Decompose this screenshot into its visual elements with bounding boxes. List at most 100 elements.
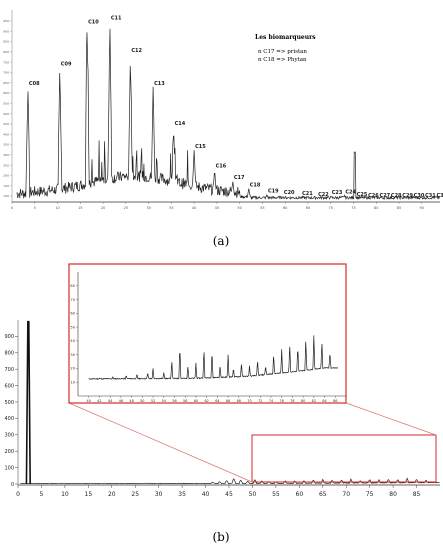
y-tick-label-a: 550 — [3, 102, 9, 106]
y-tick-label-b: 200 — [4, 449, 14, 455]
y-tick-label-a: 100 — [3, 194, 9, 198]
inset-x-tick-label: 82 — [312, 399, 316, 403]
x-tick-label-b: 55 — [272, 491, 280, 498]
solvent-peak — [25, 320, 31, 485]
inset-x-tick-label: 80 — [301, 399, 305, 403]
peak-label-c12: C12 — [131, 48, 142, 54]
inset-x-tick-label: 54 — [162, 399, 166, 403]
y-tick-label-b: 900 — [4, 334, 14, 340]
inset-x-tick-label: 52 — [151, 399, 155, 403]
peak-label-c16: C16 — [216, 163, 227, 169]
peak-label-c31: C31 — [425, 193, 436, 199]
y-tick-label-a: 500 — [3, 112, 9, 116]
x-tick-label-b: 20 — [108, 491, 116, 498]
y-tick-label-a: 600 — [3, 91, 9, 95]
y-tick-label-a: 350 — [3, 143, 9, 147]
x-tick-label-a: 80 — [374, 206, 378, 210]
peak-label-c14: C14 — [175, 121, 186, 127]
x-tick-label-a: 0 — [11, 206, 13, 210]
zoom-region-box — [251, 434, 437, 483]
x-tick-label-b: 75 — [366, 491, 374, 498]
peak-label-c28: C28 — [391, 193, 402, 199]
y-tick-label-a: 250 — [3, 163, 9, 167]
inset-x-tick-label: 60 — [194, 399, 198, 403]
x-tick-label-a: 60 — [283, 206, 287, 210]
y-tick-label-a: 450 — [3, 122, 9, 126]
x-tick-label-b: 30 — [155, 491, 163, 498]
caption-b: (b) — [212, 530, 229, 544]
x-tick-label-b: 80 — [389, 491, 397, 498]
x-tick-label-b: 15 — [85, 491, 93, 498]
caption-a: (a) — [213, 234, 230, 248]
y-tick-label-b: 700 — [4, 367, 14, 373]
inset-y-tick-label: 80 — [70, 284, 75, 288]
y-tick-label-a: 150 — [3, 184, 9, 188]
zoom-connector-right — [345, 402, 437, 436]
chromatogram-b: 0 100 200 300 400 500 600 700 800 900 0 5 10 15 20 25 3… — [4, 320, 440, 498]
x-tick-label-a: 50 — [237, 206, 241, 210]
x-tick-label-a: 15 — [78, 206, 82, 210]
inset-x-tick-label: 62 — [204, 399, 208, 403]
inset-y-tick-label: 10 — [70, 381, 75, 385]
peak-label-c09: C09 — [61, 62, 72, 68]
inset-y-tick-label: 40 — [70, 339, 75, 343]
peak-label-c08: C08 — [29, 81, 40, 87]
x-tick-label-a: 30 — [146, 206, 150, 210]
y-tick-label-b: 300 — [4, 433, 14, 439]
peak-label-c15: C15 — [195, 144, 206, 150]
trace-a — [16, 28, 440, 201]
peak-label-c17: C17 — [234, 175, 245, 181]
peak-label-c21: C21 — [302, 191, 313, 197]
inset-x-tick-label: 58 — [183, 399, 187, 403]
inset-frame — [68, 263, 347, 404]
peak-label-c30: C30 — [414, 193, 425, 199]
chromatogram-a: 1001502002503003504004505005506006507007… — [3, 10, 443, 210]
inset-x-tick-label: 42 — [97, 399, 101, 403]
inset-x-tick-label: 48 — [129, 399, 133, 403]
y-tick-label-a: 850 — [3, 40, 9, 44]
y-tick-label-a: 650 — [3, 81, 9, 85]
peak-label-c19: C19 — [268, 188, 279, 194]
peak-label-c29: C29 — [402, 193, 413, 199]
y-tick-label-a: 200 — [3, 174, 9, 178]
y-tick-label-b: 600 — [4, 383, 14, 389]
inset-x-tick-label: 72 — [258, 399, 262, 403]
inset-x-tick-label: 68 — [237, 399, 241, 403]
x-tick-label-a: 90 — [420, 206, 424, 210]
x-tick-label-b: 5 — [40, 491, 44, 498]
legend-title: Les biomarqueurs — [255, 34, 316, 41]
x-tick-label-a: 20 — [101, 206, 105, 210]
y-tick-label-b: 500 — [4, 400, 14, 406]
x-tick-label-a: 70 — [328, 206, 332, 210]
peak-label-c18: C18 — [250, 183, 261, 189]
peak-label-c13: C13 — [154, 81, 165, 87]
y-tick-label-a: 300 — [3, 153, 9, 157]
inset-trace — [88, 335, 339, 380]
y-tick-label-a: 750 — [3, 60, 9, 64]
inset-x-tick-label: 76 — [280, 399, 284, 403]
inset-x-tick-label: 78 — [290, 399, 294, 403]
y-tick-label-a: 950 — [3, 19, 9, 23]
x-tick-label-b: 45 — [225, 491, 233, 498]
x-tick-label-b: 70 — [342, 491, 350, 498]
y-tick-label-a: 700 — [3, 71, 9, 75]
x-tick-label-b: 0 — [16, 491, 20, 498]
inset-x-tick-label: 46 — [119, 399, 123, 403]
x-tick-label-b: 85 — [413, 491, 421, 498]
peak-label-c27: C27 — [380, 193, 391, 199]
x-tick-label-a: 25 — [124, 206, 128, 210]
inset-x-tick-label: 56 — [172, 399, 176, 403]
x-tick-label-a: 35 — [169, 206, 173, 210]
x-tick-label-b: 40 — [202, 491, 210, 498]
peak-label-c11: C11 — [111, 16, 122, 22]
inset-x-tick-label: 44 — [108, 399, 112, 403]
x-tick-label-b: 60 — [296, 491, 304, 498]
trace-b — [20, 477, 440, 485]
x-tick-label-b: 10 — [61, 491, 69, 498]
inset-y-tick-label: 60 — [70, 312, 75, 316]
y-tick-label-b: 100 — [4, 465, 14, 471]
x-tick-label-a: 40 — [192, 206, 196, 210]
x-tick-label-b: 50 — [249, 491, 257, 498]
x-tick-label-a: 55 — [260, 206, 264, 210]
peak-label-c23: C23 — [332, 190, 343, 196]
